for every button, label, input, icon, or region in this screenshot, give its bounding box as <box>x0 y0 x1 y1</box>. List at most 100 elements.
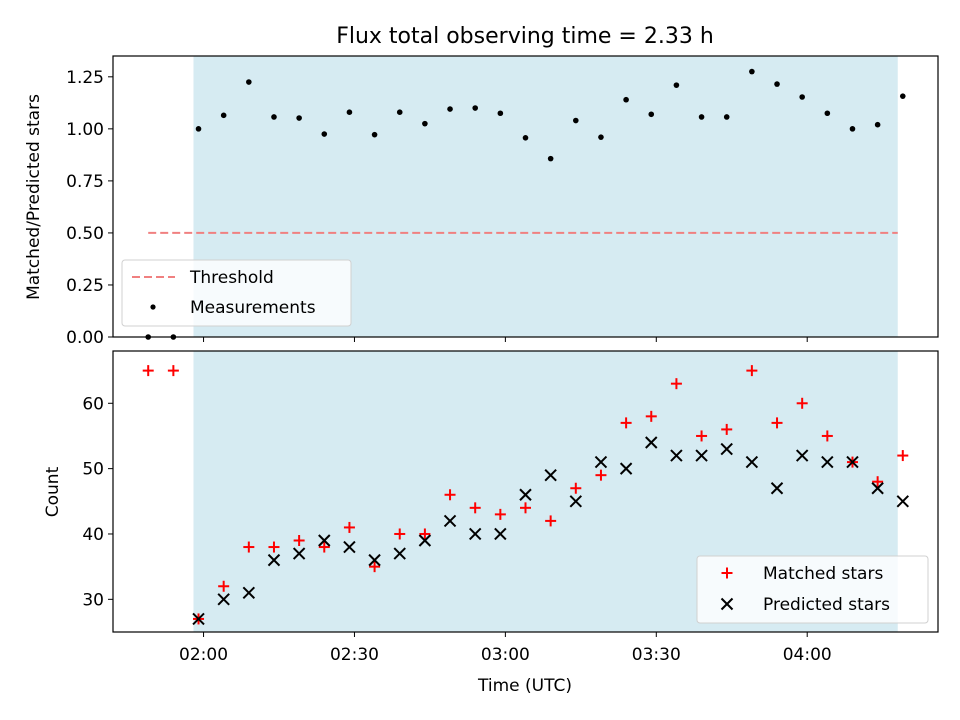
top-y-tick-label: 0.75 <box>66 172 104 192</box>
bottom-y-tick-label: 30 <box>82 590 104 610</box>
predicted-star-stroke-b <box>896 495 909 508</box>
predicted-star-point <box>720 442 733 456</box>
measurement-point <box>723 114 730 120</box>
predicted-star-point <box>443 514 457 528</box>
predicted-star-point <box>670 449 683 462</box>
predicted-star-stroke-b <box>468 527 482 541</box>
matched-star-point <box>821 430 833 442</box>
predicted-star-point <box>745 455 759 469</box>
x-tick-label: 02:30 <box>330 645 379 665</box>
measurement-point <box>396 109 403 115</box>
bottom-legend-box <box>696 555 929 624</box>
measurement-point <box>749 68 755 75</box>
matched-star-point <box>343 521 355 533</box>
measurement-point <box>472 105 478 111</box>
predicted-star-point <box>695 449 708 462</box>
matched-star-point <box>670 378 682 390</box>
predicted-star-stroke-b <box>494 527 507 541</box>
matched-star-point <box>369 561 381 573</box>
top-y-tick-label: 1.25 <box>66 68 104 88</box>
predicted-star-stroke-b <box>619 462 633 475</box>
x-tick-label: 04:00 <box>783 645 832 665</box>
bottom-y-axis-label: Count <box>43 466 63 517</box>
predicted-star-point <box>619 462 633 475</box>
matched-star-point <box>293 535 305 547</box>
predicted-star-point <box>393 547 406 560</box>
measurement-point <box>849 126 856 132</box>
predicted-star-stroke-b <box>192 612 205 626</box>
matched-star-point <box>444 489 456 501</box>
measurement-point <box>623 96 629 103</box>
matched-star-point <box>696 430 708 442</box>
measurement-point <box>673 82 680 88</box>
top-legend-box <box>121 259 352 327</box>
predicted-star-stroke-b <box>695 449 708 462</box>
matched-star-point <box>218 580 230 592</box>
matched-star-point <box>645 410 657 422</box>
legend-predicted-label: Predicted stars <box>763 595 890 615</box>
predicted-star-point <box>519 488 532 501</box>
predicted-star-stroke-b <box>318 534 331 547</box>
predicted-star-point <box>468 527 482 541</box>
measurement-point <box>899 93 906 99</box>
top-y-tick-label: 0.50 <box>66 224 104 244</box>
predicted-star-stroke-b <box>569 495 583 508</box>
predicted-star-stroke-b <box>871 482 884 495</box>
measurement-point <box>447 106 453 112</box>
predicted-star-point <box>569 495 583 508</box>
measurement-point <box>698 114 705 120</box>
x-axis-label: Time (UTC) <box>477 676 572 696</box>
predicted-star-stroke-b <box>795 449 809 462</box>
matched-star-point <box>469 502 481 514</box>
measurement-point <box>774 81 780 87</box>
matched-star-point <box>545 515 557 527</box>
top-panel: 0.00 0.25 0.50 0.75 1.00 1.25 Matched/Predict… <box>24 55 939 348</box>
matched-star-point <box>595 469 607 481</box>
predicted-star-point <box>292 547 306 560</box>
predicted-star-stroke-b <box>292 547 306 560</box>
bottom-y-tick-label: 50 <box>82 460 104 480</box>
predicted-star-stroke-b <box>217 593 230 606</box>
predicted-star-stroke-b <box>418 534 432 547</box>
measurement-point <box>874 121 881 128</box>
measurement-point <box>422 120 428 127</box>
predicted-star-stroke-b <box>393 547 406 560</box>
legend-measurements-swatch <box>150 304 156 310</box>
predicted-star-stroke-b <box>720 442 733 456</box>
legend-predicted-marker <box>720 597 734 611</box>
predicted-star-stroke-b <box>846 455 859 469</box>
matched-star-point <box>620 417 632 429</box>
predicted-star-point <box>318 534 331 547</box>
measurement-point <box>371 131 378 138</box>
bottom-axes-frame <box>112 350 939 633</box>
matched-star-point <box>872 476 884 488</box>
legend-matched-marker <box>721 567 733 579</box>
predicted-star-stroke-b <box>770 482 784 495</box>
x-tick-label: 03:00 <box>481 645 530 665</box>
matched-star-point <box>494 508 506 520</box>
measurement-point <box>497 110 504 117</box>
measurement-point <box>598 134 604 140</box>
measurement-point <box>346 109 353 115</box>
predicted-star-stroke-b <box>443 514 457 528</box>
predicted-star-stroke-b <box>821 455 834 469</box>
predicted-star-point <box>217 593 230 606</box>
predicted-star-point <box>418 534 432 547</box>
predicted-star-stroke-b <box>745 455 759 469</box>
matched-star-point <box>167 365 179 377</box>
matched-star-point <box>570 482 582 494</box>
measurement-point <box>296 115 302 121</box>
measurement-point <box>648 111 655 118</box>
predicted-star-point <box>770 482 784 495</box>
predicted-star-stroke-b <box>720 597 734 611</box>
predicted-star-point <box>871 482 884 495</box>
measurement-point <box>321 131 328 137</box>
predicted-star-stroke-b <box>343 540 356 554</box>
matched-star-point <box>243 541 255 553</box>
legend-threshold-label: Threshold <box>189 268 274 288</box>
matched-star-point <box>746 365 758 377</box>
predicted-star-stroke-b <box>670 449 683 462</box>
bottom-y-tick-label: 40 <box>82 525 104 545</box>
matched-star-point <box>142 365 154 377</box>
